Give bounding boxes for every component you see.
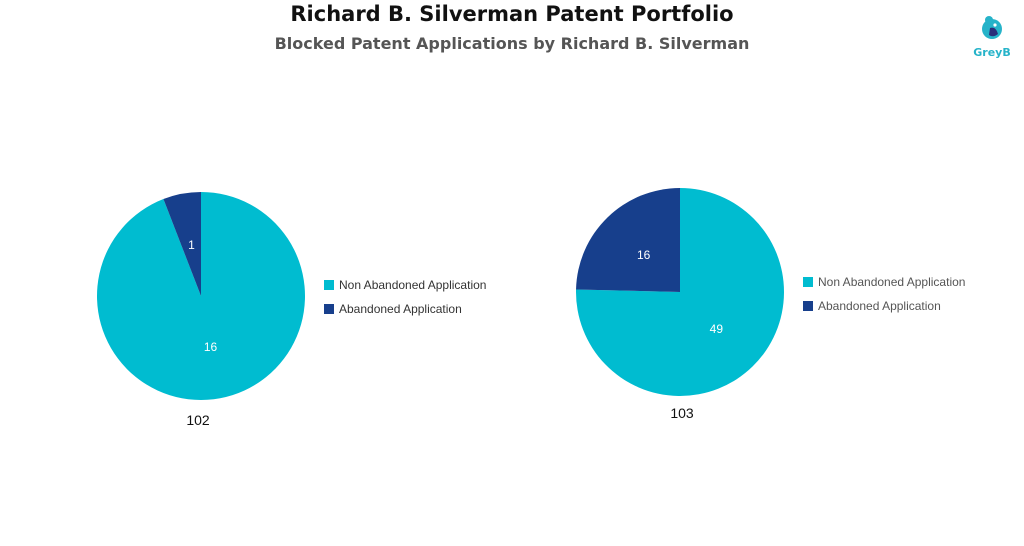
pie-data-label: 16 — [204, 340, 218, 354]
page-title: Richard B. Silverman Patent Portfolio — [290, 2, 734, 26]
chart-label-102: 102 — [186, 412, 210, 428]
greyb-logo-icon — [982, 16, 1002, 39]
legend-label: Abandoned Application — [818, 299, 941, 313]
chart-label-103: 103 — [670, 405, 694, 421]
pie-slice-abandoned-application[interactable] — [576, 188, 680, 292]
legend-label: Non Abandoned Application — [818, 275, 966, 289]
pie-slice-abandoned-application[interactable] — [163, 192, 201, 296]
logo-text: GreyB — [973, 46, 1011, 59]
legend-chart-103: Non Abandoned Application Abandoned Appl… — [803, 275, 965, 323]
legend-label: Non Abandoned Application — [339, 278, 487, 292]
legend-item-non-abandoned[interactable]: Non Abandoned Application — [803, 275, 965, 299]
pie-slice-non-abandoned-application[interactable] — [97, 192, 306, 400]
legend-item-abandoned[interactable]: Abandoned Application — [324, 302, 486, 326]
greyb-logo: GreyB — [968, 10, 1016, 66]
legend-swatch-non-abandoned — [324, 280, 334, 290]
pie-data-label: 49 — [710, 322, 724, 336]
page-subtitle: Blocked Patent Applications by Richard B… — [274, 34, 750, 53]
legend-chart-102: Non Abandoned Application Abandoned Appl… — [324, 278, 486, 326]
legend-item-non-abandoned[interactable]: Non Abandoned Application — [324, 278, 486, 302]
legend-swatch-non-abandoned — [803, 277, 813, 287]
legend-swatch-abandoned — [803, 301, 813, 311]
legend-item-abandoned[interactable]: Abandoned Application — [803, 299, 965, 323]
legend-swatch-abandoned — [324, 304, 334, 314]
pie-data-label: 16 — [637, 248, 651, 262]
pie-data-label: 1 — [188, 238, 195, 252]
legend-label: Abandoned Application — [339, 302, 462, 316]
